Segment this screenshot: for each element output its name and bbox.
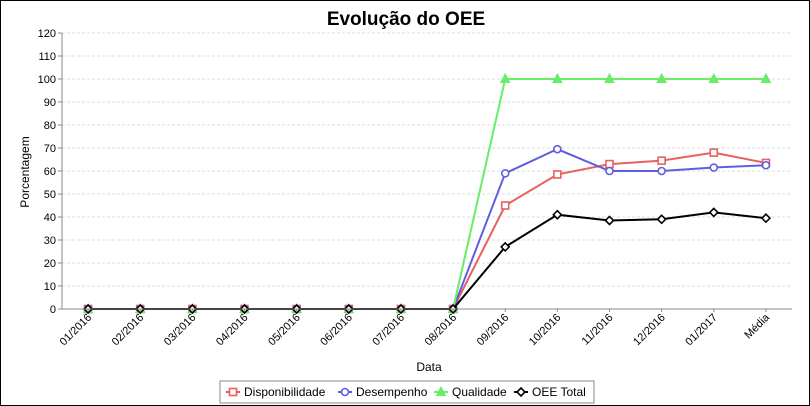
x-tick-label: Média [742,311,772,341]
data-point [604,72,615,83]
data-point [656,214,667,225]
x-tick-label: 02/2016 [110,312,147,349]
legend-box [219,380,595,404]
x-tick-label: 10/2016 [527,312,564,349]
data-point [605,166,614,176]
y-tick-label: 0 [50,304,56,316]
y-tick-label: 120 [38,28,56,40]
x-tick-label: 01/2016 [58,312,95,349]
legend-marker [515,386,527,398]
x-axis-label: Data [416,360,442,374]
y-tick-label: 20 [44,258,56,270]
y-axis-label: Porcentagem [18,136,32,207]
x-tick-label: 08/2016 [423,312,460,349]
data-point [552,72,563,83]
data-point [708,72,720,83]
x-tick-label: 01/2017 [683,312,720,349]
legend-label: OEE Total [532,385,586,399]
data-point [604,215,615,226]
data-point [761,160,771,170]
x-tick-label: 09/2016 [475,312,512,349]
legend-marker [340,387,350,397]
data-point [657,166,666,176]
data-point [709,148,719,157]
legend-label: Desempenho [356,385,428,399]
y-tick-label: 50 [44,189,56,201]
x-tick-label: 03/2016 [162,312,199,349]
data-point [500,169,510,178]
y-tick-label: 100 [38,74,56,86]
y-tick-label: 110 [38,51,56,63]
data-point [500,241,511,253]
x-tick-label: 06/2016 [318,312,355,349]
legend-label: Disponibilidade [244,385,326,399]
x-tick-label: 07/2016 [370,312,407,349]
data-point [553,170,562,179]
legend-marker [228,387,238,397]
data-point [760,213,772,224]
legend: Disponibilidade Desempenho Qualidade OEE To… [219,380,595,404]
data-point [657,156,666,165]
x-tick-label: 04/2016 [214,312,251,349]
legend-item: Disponibilidade [226,385,326,399]
y-tick-label: 40 [44,212,56,224]
data-point [605,159,614,169]
data-point [760,72,772,83]
legend-item: Qualidade [434,385,507,399]
data-point [708,207,719,218]
x-tick-label: 11/2016 [580,312,616,348]
y-tick-label: 10 [44,281,56,293]
y-tick-label: 30 [44,235,56,247]
data-point [499,72,511,83]
y-tick-label: 70 [44,143,56,155]
grid-layer [62,32,792,309]
data-point [500,201,510,210]
x-tick-label: 05/2016 [266,312,303,349]
data-point [552,209,563,220]
y-tick-label: 80 [44,120,56,132]
data-point [656,72,667,83]
legend-label: Qualidade [452,385,507,399]
data-point [709,163,719,172]
legend-item: OEE Total [514,385,586,399]
y-tick-label: 60 [44,166,56,178]
legend-marker [435,385,447,396]
data-point [553,144,562,154]
x-tick-label: 12/2016 [631,312,668,349]
y-tick-label: 90 [44,97,56,109]
legend-item: Desempenho [338,385,428,399]
chart-title: Evolução do OEE [327,9,485,30]
